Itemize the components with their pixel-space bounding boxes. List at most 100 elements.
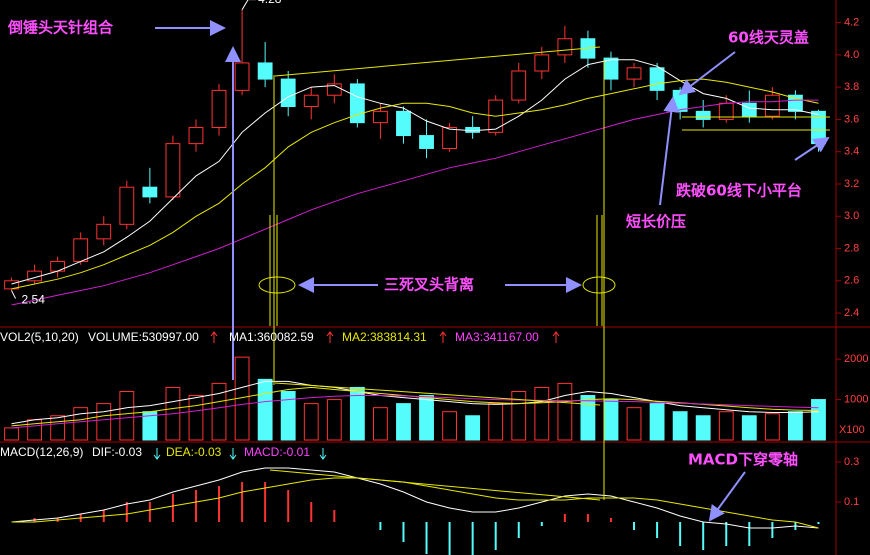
arrow xyxy=(678,51,736,96)
panel-header: DIF:-0.03 xyxy=(92,445,142,459)
volume-bar xyxy=(4,427,19,441)
volume-bar xyxy=(557,382,573,441)
volume-bar xyxy=(672,411,688,441)
volume-bar xyxy=(96,403,112,441)
candle-body xyxy=(50,260,66,272)
y-tick-label: 3.2 xyxy=(844,178,859,190)
volume-bar xyxy=(257,378,273,441)
line-series xyxy=(11,467,819,529)
volume-bar xyxy=(465,415,481,441)
panel-header: MACD:-0.01 xyxy=(244,445,310,459)
candle-body xyxy=(788,94,803,112)
y-tick-label: 4.0 xyxy=(844,49,859,61)
candle-body xyxy=(534,54,550,72)
arrow-icon xyxy=(229,448,237,460)
axis-unit: X100 xyxy=(839,424,865,436)
candle-body xyxy=(741,102,757,117)
annotation: 倒锤头天针组合 xyxy=(7,19,114,37)
candle-body xyxy=(626,67,642,80)
annotation: 跌破60线下小平台 xyxy=(676,182,802,200)
candle-body xyxy=(280,78,296,108)
volume-bar xyxy=(580,395,596,441)
candle-body xyxy=(396,110,411,137)
volume-bar xyxy=(280,390,296,441)
volume-bar xyxy=(119,390,135,441)
candle-body xyxy=(165,143,181,198)
volume-bar xyxy=(788,411,803,441)
y-tick-label: 3.0 xyxy=(844,210,859,222)
volume-bar xyxy=(718,411,734,441)
divergence-line xyxy=(274,46,601,77)
line-series xyxy=(11,380,819,425)
volume-bar xyxy=(442,411,457,441)
panel-header: VOL2(5,10,20) xyxy=(0,330,79,344)
volume-bar xyxy=(188,395,204,441)
line-series xyxy=(11,395,819,429)
candle-body xyxy=(303,94,319,108)
arrow-icon xyxy=(319,448,327,460)
arrow xyxy=(708,471,746,522)
panel-header: MA3:341167.00 xyxy=(455,330,539,344)
y-tick-label: 3.6 xyxy=(844,113,859,125)
volume-bar xyxy=(73,407,89,441)
y-tick-label: 3.4 xyxy=(844,146,859,158)
candle-body xyxy=(326,83,342,96)
ellipse xyxy=(582,276,616,294)
y-tick-label: 1000 xyxy=(844,393,868,405)
volume-bar xyxy=(349,386,365,441)
y-tick-label: 2.4 xyxy=(844,307,859,319)
volume-bar xyxy=(811,399,826,441)
annotation: MACD下穿零轴 xyxy=(688,451,798,469)
candle-body xyxy=(211,89,227,128)
panel-header: MACD(12,26,9) xyxy=(0,445,83,459)
candle-body xyxy=(119,186,135,225)
volume-bar xyxy=(534,386,550,441)
candle-body xyxy=(603,57,619,80)
leader xyxy=(11,290,16,299)
candle-body xyxy=(649,67,665,91)
arrow-icon xyxy=(210,331,218,343)
panel-header: MA2:383814.31 xyxy=(342,330,427,344)
volume-bar xyxy=(741,415,757,441)
arrow-icon xyxy=(326,331,334,343)
panel-header: MA1:360082.59 xyxy=(229,330,314,344)
volume-bar xyxy=(211,382,227,441)
panel-header: DEA:-0.03 xyxy=(166,445,222,459)
candle-body xyxy=(142,186,158,198)
annotation: 三死叉头背离 xyxy=(384,276,474,294)
y-tick-label: 2.6 xyxy=(844,275,859,287)
volume-bar xyxy=(303,403,319,441)
marks: 2.4 2.6 2.8 3.0 3.2 3.4 3.6 3.8 4.0 4.2 4.28 2.54 10… xyxy=(4,0,868,555)
divergence-line xyxy=(274,382,601,406)
divergence-line xyxy=(269,469,601,501)
candle-body xyxy=(695,110,711,120)
volume-bar xyxy=(695,415,711,441)
annotation: 短长价压 xyxy=(626,213,686,231)
annotation-layer: 倒锤头天针组合 60线天灵盖 跌破60线下小平台 短长价压 三死叉头背离 MAC… xyxy=(0,19,865,522)
volume-bar xyxy=(626,407,642,441)
arrow-icon xyxy=(439,331,447,343)
volume-bar xyxy=(419,395,434,441)
y-tick-label: 0.1 xyxy=(844,496,859,508)
candle-body xyxy=(373,110,388,124)
candle-body xyxy=(811,110,826,145)
arrow xyxy=(659,96,680,206)
volume-bar xyxy=(603,399,619,441)
low-label: 2.54 xyxy=(22,293,46,307)
volume-bar xyxy=(396,403,411,441)
candle-body xyxy=(188,126,204,145)
leader xyxy=(241,0,257,10)
volume-bar xyxy=(488,403,504,441)
candle-body xyxy=(764,94,780,117)
arrow-icon xyxy=(153,448,161,460)
candle-body xyxy=(442,126,457,149)
candle-body xyxy=(234,62,250,91)
candle-body xyxy=(349,83,365,124)
panel-header: VOLUME:530997.00 xyxy=(88,330,199,344)
candle-body xyxy=(419,135,434,149)
volume-bar xyxy=(764,413,780,441)
line-series xyxy=(11,477,819,529)
candle-body xyxy=(557,38,573,56)
arrow xyxy=(794,136,830,161)
